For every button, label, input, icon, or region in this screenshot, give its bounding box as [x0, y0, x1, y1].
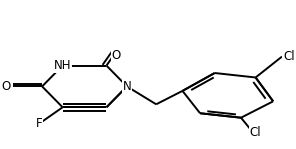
Text: NH: NH — [54, 59, 71, 72]
Text: O: O — [1, 80, 10, 93]
Text: F: F — [36, 117, 43, 130]
Text: Cl: Cl — [250, 126, 261, 139]
Text: N: N — [123, 80, 131, 93]
Text: O: O — [112, 49, 121, 62]
Text: Cl: Cl — [284, 50, 295, 63]
